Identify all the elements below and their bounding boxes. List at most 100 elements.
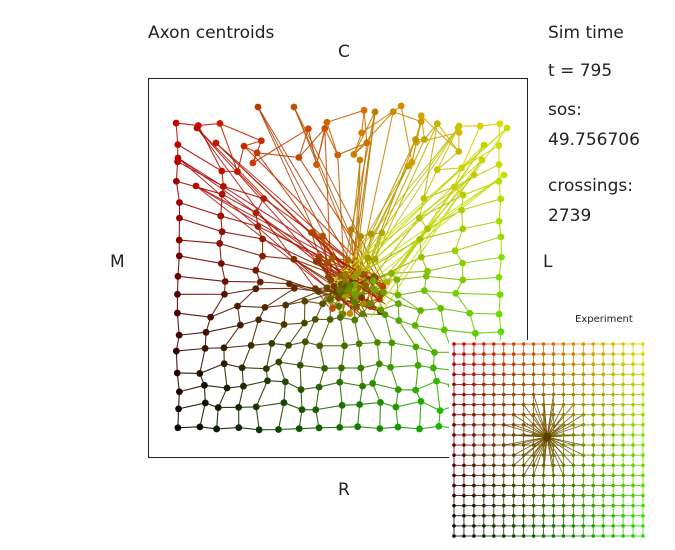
- edge: [179, 239, 220, 244]
- axon-node: [252, 403, 260, 411]
- inset-node: [531, 493, 536, 498]
- edge: [223, 363, 228, 389]
- axon-node: [315, 288, 322, 295]
- edge: [453, 167, 463, 188]
- axon-node: [295, 425, 303, 433]
- inset-node: [641, 524, 645, 528]
- edge: [324, 128, 339, 156]
- inset-node: [591, 443, 596, 447]
- axon-node: [429, 364, 437, 372]
- axon-node: [389, 108, 397, 116]
- edge: [237, 288, 257, 307]
- inset-node: [591, 453, 596, 457]
- axon-node: [301, 297, 309, 305]
- inset-node: [551, 342, 556, 346]
- axon-node: [214, 404, 222, 411]
- inset-node: [631, 372, 635, 377]
- inset-node: [571, 362, 576, 367]
- inset-node: [561, 463, 566, 468]
- inset-node: [482, 493, 486, 498]
- axon-node: [373, 339, 381, 346]
- edge: [255, 380, 268, 408]
- edge: [418, 401, 422, 429]
- axon-node: [387, 269, 395, 277]
- inset-node: [482, 513, 486, 518]
- edge: [398, 303, 421, 312]
- axon-node: [420, 287, 428, 295]
- inset-node: [491, 473, 496, 478]
- axon-node: [338, 364, 345, 372]
- axon-node: [454, 124, 462, 132]
- inset-star-edge: [546, 404, 554, 438]
- inset-node: [571, 423, 576, 427]
- inset-node: [581, 372, 586, 377]
- edge: [359, 401, 381, 406]
- inset-node: [491, 513, 496, 518]
- edge: [241, 345, 252, 368]
- edge: [199, 363, 225, 374]
- crossings-value: 2739: [548, 206, 592, 226]
- inset-node: [541, 443, 546, 447]
- axon-node: [358, 129, 366, 137]
- axon-node: [264, 377, 271, 385]
- inset-node: [551, 382, 556, 387]
- axon-node: [478, 156, 486, 164]
- axon-node: [285, 280, 293, 288]
- inset-node: [541, 372, 546, 377]
- axon-node: [327, 276, 335, 284]
- axon-node: [459, 225, 467, 233]
- axon-node: [360, 300, 367, 307]
- edge: [389, 342, 393, 368]
- axon-node: [431, 349, 438, 356]
- axon-node: [249, 159, 257, 167]
- inset-node: [541, 473, 546, 478]
- axon-node: [495, 273, 503, 281]
- inset-node: [551, 483, 556, 488]
- edge: [354, 319, 360, 344]
- inset-node: [551, 392, 556, 397]
- axon-node: [218, 190, 226, 198]
- main-plot-frame: [148, 78, 528, 458]
- inset-node: [531, 423, 536, 427]
- inset-node: [621, 453, 625, 457]
- inset-node: [462, 513, 466, 518]
- edge: [316, 128, 326, 165]
- edge: [262, 255, 294, 260]
- edge: [210, 305, 238, 318]
- inset-node: [521, 524, 526, 528]
- inset-node: [621, 513, 625, 518]
- axon-node: [394, 386, 402, 394]
- inset-node: [521, 503, 526, 508]
- inset-node: [601, 443, 606, 447]
- edge: [175, 181, 181, 203]
- edge: [284, 322, 305, 326]
- inset-node: [571, 443, 576, 447]
- axon-node: [329, 305, 336, 312]
- axon-node: [392, 403, 400, 411]
- axon-node: [216, 240, 224, 247]
- inset-node: [551, 352, 556, 356]
- axon-node: [259, 235, 267, 243]
- inset-node: [521, 463, 526, 468]
- edge: [423, 290, 442, 309]
- inset-node: [491, 402, 496, 407]
- spike-edge: [177, 157, 383, 288]
- edge: [260, 281, 290, 285]
- inset-node: [482, 342, 486, 346]
- inset-node: [581, 382, 586, 387]
- main-network: [172, 102, 511, 434]
- inset-node: [511, 443, 516, 447]
- inset-node: [561, 433, 566, 437]
- inset-node: [482, 483, 486, 488]
- edge: [299, 341, 306, 366]
- inset-node: [501, 402, 506, 407]
- edge: [237, 171, 265, 199]
- edge: [177, 312, 211, 318]
- edge: [395, 400, 422, 408]
- edge: [415, 380, 437, 391]
- inset-node: [611, 463, 615, 468]
- inset-node: [462, 473, 466, 478]
- edge: [251, 342, 272, 346]
- axon-node: [380, 288, 388, 296]
- axon-node: [369, 379, 377, 387]
